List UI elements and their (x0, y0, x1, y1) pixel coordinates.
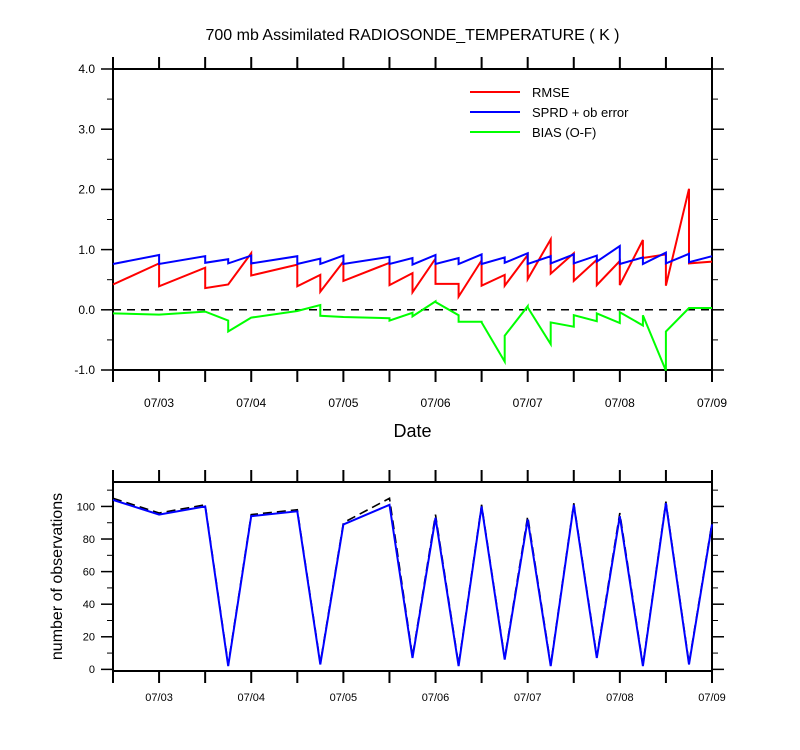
bottom-x-tick-label: 07/04 (237, 692, 265, 704)
bottom-x-tick-label: 07/08 (606, 692, 634, 704)
top-y-tick-label: -1.0 (74, 363, 95, 377)
sprd-series-line (112, 244, 713, 267)
bias-series-line (112, 299, 712, 371)
top-x-tick-label: 07/04 (236, 396, 266, 410)
top-y-tick-label: 2.0 (78, 183, 95, 197)
possible-observations-line (112, 497, 713, 665)
y-axis-label: number of observations (49, 493, 66, 660)
top-x-tick-label: 07/03 (144, 396, 174, 410)
legend-rmse-label: RMSE (532, 85, 570, 100)
bottom-y-tick-label: 40 (83, 599, 95, 611)
bottom-y-tick-label: 20 (83, 632, 95, 644)
top-y-tick-label: 1.0 (78, 243, 95, 257)
x-axis-label: Date (393, 421, 431, 441)
bottom-y-tick-label: 60 (83, 566, 95, 578)
top-y-tick-label: 0.0 (78, 303, 95, 317)
chart-title: 700 mb Assimilated RADIOSONDE_TEMPERATUR… (205, 27, 619, 44)
top-x-tick-label: 07/05 (328, 396, 358, 410)
top-y-tick-label: 3.0 (78, 122, 95, 136)
bottom-x-tick-label: 07/09 (698, 692, 726, 704)
top-x-tick-label: 07/06 (421, 396, 451, 410)
bottom-chart-panel: 07/03 07/04 07/05 07/06 07/07 07/08 07/09 0 20 40… (49, 470, 726, 704)
bottom-y-tick-label: 0 (89, 664, 95, 676)
bottom-y-tick-label: 100 (77, 501, 95, 513)
bottom-plot-frame (112, 481, 713, 672)
rmse-series-line (112, 188, 713, 301)
used-observations-line (112, 498, 713, 667)
bottom-y-tick-label: 80 (83, 534, 95, 546)
top-x-tick-label: 07/07 (513, 396, 543, 410)
top-y-tick-label: 4.0 (78, 62, 95, 76)
legend-bias-label: BIAS (O-F) (532, 125, 596, 140)
legend-sprd-label: SPRD + ob error (532, 105, 629, 120)
top-chart-panel: 07/03 07/04 07/05 07/06 07/07 07/08 07/09 -1.0 0… (74, 27, 727, 441)
bottom-x-tick-label: 07/03 (145, 692, 173, 704)
bottom-x-tick-label: 07/07 (514, 692, 542, 704)
top-x-tick-label: 07/08 (605, 396, 635, 410)
top-x-tick-label: 07/09 (697, 396, 727, 410)
bottom-x-tick-label: 07/05 (330, 692, 358, 704)
bottom-x-tick-label: 07/06 (422, 692, 450, 704)
